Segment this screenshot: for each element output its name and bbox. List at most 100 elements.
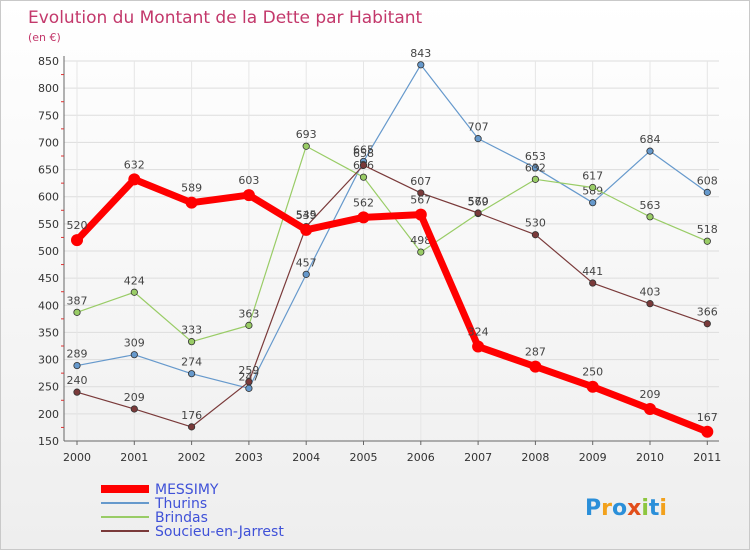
chart-title: Evolution du Montant de la Dette par Hab… — [28, 8, 423, 28]
data-label: 653 — [525, 150, 546, 163]
data-point — [417, 248, 425, 256]
data-label: 589 — [582, 185, 603, 198]
data-label: 603 — [238, 174, 259, 187]
series-thurins: 289 309 274 247 457 665 843 707 653 589 684 608 — [67, 47, 718, 392]
data-point — [73, 361, 81, 370]
y-tick-label: 850 — [38, 55, 59, 68]
data-point — [417, 61, 425, 69]
chart-unit: (en €) — [28, 31, 61, 44]
y-tick-label: 400 — [38, 299, 59, 312]
x-tick-label: 2007 — [464, 451, 492, 464]
data-label: 530 — [525, 217, 546, 230]
logo-letter: i — [659, 496, 667, 521]
legend-item: MESSIMY — [101, 482, 219, 498]
legend-item: Brindas — [101, 510, 208, 526]
data-point — [646, 147, 654, 155]
data-point — [245, 378, 253, 386]
data-label: 632 — [525, 161, 546, 174]
data-point — [130, 405, 138, 413]
data-point — [357, 211, 370, 224]
data-label: 250 — [582, 366, 603, 379]
data-point — [242, 189, 255, 202]
data-label: 403 — [640, 286, 661, 299]
data-label: 562 — [353, 196, 374, 209]
data-label: 570 — [468, 195, 489, 208]
logo-letter: i — [641, 496, 649, 521]
x-tick-label: 2004 — [292, 451, 320, 464]
data-point — [531, 231, 540, 239]
series-line — [76, 145, 708, 343]
data-point — [300, 223, 313, 236]
y-tick-label: 150 — [38, 435, 59, 448]
series-brindas: 387424333363693636498569632617563518 — [67, 128, 718, 346]
logo-letter: o — [612, 496, 627, 521]
data-label: 658 — [353, 147, 374, 160]
y-tick-label: 600 — [38, 191, 59, 204]
data-point — [646, 213, 654, 221]
x-tick-label: 2009 — [579, 451, 607, 464]
data-label: 167 — [697, 411, 718, 424]
y-tick-label: 200 — [38, 408, 59, 421]
y-tick-label: 650 — [38, 164, 59, 177]
data-point — [128, 173, 141, 186]
data-label: 324 — [468, 326, 489, 339]
data-point — [185, 196, 198, 209]
data-label: 608 — [697, 174, 718, 187]
data-label: 259 — [238, 364, 259, 377]
y-tick-label: 450 — [38, 272, 59, 285]
data-label: 632 — [124, 158, 145, 171]
data-label: 607 — [410, 175, 431, 188]
data-point — [529, 360, 542, 373]
x-tick-label: 2000 — [63, 451, 91, 464]
data-point — [703, 320, 711, 328]
logo-letter: x — [627, 496, 641, 521]
data-point — [188, 370, 196, 378]
data-label: 569 — [468, 196, 489, 209]
legend-item: Soucieu-en-Jarrest — [101, 524, 284, 540]
logo-letter: P — [585, 496, 601, 521]
data-point — [130, 351, 138, 359]
y-tick-label: 350 — [38, 326, 59, 339]
data-point — [474, 135, 482, 143]
data-point — [474, 209, 482, 217]
data-point — [245, 384, 253, 392]
y-tick-label: 500 — [38, 245, 59, 258]
data-label: 498 — [410, 234, 431, 247]
x-tick-label: 2006 — [407, 451, 435, 464]
data-point — [414, 208, 427, 221]
logo-letter: t — [649, 496, 660, 521]
data-label: 567 — [410, 194, 431, 207]
x-tick-label: 2010 — [636, 451, 664, 464]
data-point — [188, 423, 196, 431]
series-line — [76, 164, 708, 428]
data-point — [646, 300, 654, 308]
data-label: 240 — [67, 374, 88, 387]
data-point — [531, 164, 540, 172]
y-tick-label: 550 — [38, 218, 59, 231]
data-label: 545 — [296, 209, 317, 222]
series-soucieu-en-jarrest: 240 209 176 259 545 658 607 570 530 441 403 366 — [67, 147, 718, 431]
x-tick-label: 2002 — [178, 451, 206, 464]
logo-letter: r — [601, 496, 612, 521]
data-point — [703, 188, 711, 196]
data-label: 247 — [238, 370, 259, 383]
data-point — [359, 173, 368, 181]
legend-label: Thurins — [154, 496, 207, 512]
axes: 150 200 250 300 350 400 450 500 550 600 650 700 750 8… — [38, 55, 721, 464]
data-label: 617 — [582, 169, 603, 182]
data-label: 287 — [525, 346, 546, 359]
data-point — [302, 142, 310, 150]
data-point — [71, 234, 83, 247]
data-point — [359, 161, 368, 169]
data-label: 665 — [353, 143, 374, 156]
data-point — [245, 321, 253, 329]
y-tick-label: 300 — [38, 354, 59, 367]
proxiti-logo: Proxiti — [585, 496, 667, 521]
data-label: 274 — [181, 356, 202, 369]
legend-label: Soucieu-en-Jarrest — [155, 524, 284, 540]
data-label: 289 — [67, 348, 88, 361]
data-label: 366 — [697, 306, 718, 319]
data-label: 333 — [181, 324, 202, 337]
x-tick-label: 2005 — [350, 451, 378, 464]
